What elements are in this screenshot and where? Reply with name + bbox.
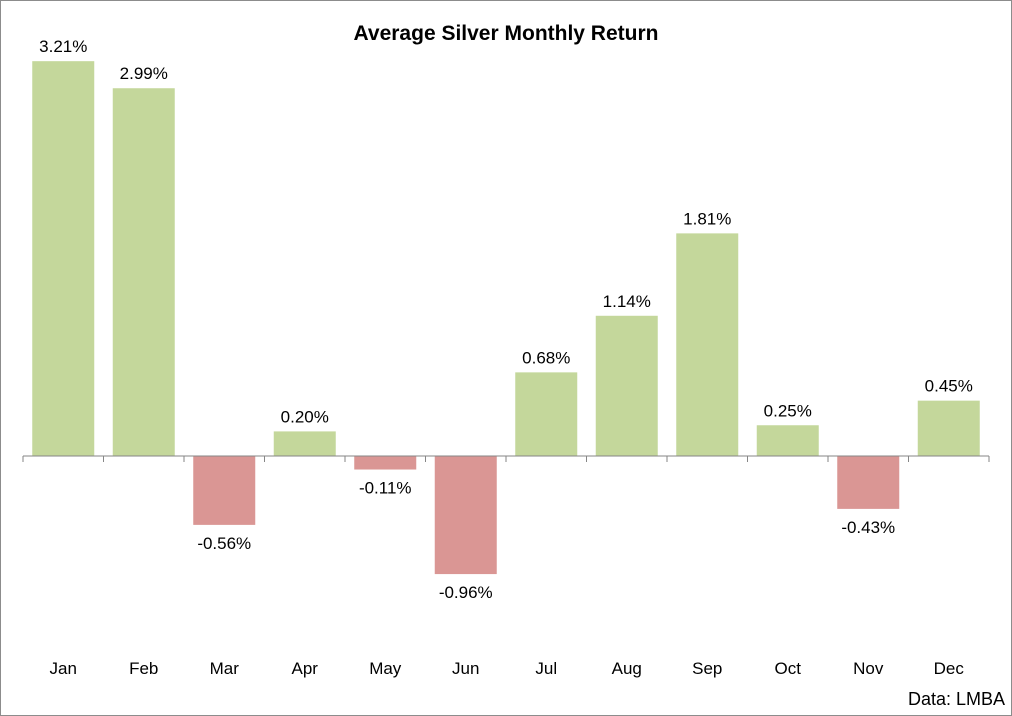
category-label-mar: Mar — [210, 659, 240, 678]
data-label-dec: 0.45% — [925, 377, 973, 396]
bar-feb — [112, 88, 175, 456]
category-label-feb: Feb — [129, 659, 158, 678]
bar-nov — [837, 456, 900, 509]
data-label-jul: 0.68% — [522, 348, 570, 367]
bar-apr — [273, 431, 336, 456]
labels-layer: 3.21% 2.99% -0.56% 0.20% -0.11% -0.96% 0.68% 1.… — [39, 37, 973, 602]
category-label-apr: Apr — [292, 659, 319, 678]
categories-layer: Jan Feb Mar Apr May Jun Jul Aug Sep Oct Nov Dec — [50, 659, 965, 678]
bar-oct — [756, 425, 819, 456]
bar-may — [354, 456, 417, 470]
category-label-sep: Sep — [692, 659, 722, 678]
bar-jun — [434, 456, 497, 575]
data-label-jun: -0.96% — [439, 583, 493, 602]
category-label-aug: Aug — [612, 659, 642, 678]
category-label-may: May — [369, 659, 402, 678]
data-label-mar: -0.56% — [197, 534, 251, 553]
data-label-apr: 0.20% — [281, 407, 329, 426]
category-label-jul: Jul — [535, 659, 557, 678]
category-label-nov: Nov — [853, 659, 884, 678]
bar-sep — [676, 233, 739, 456]
bar-jan — [32, 61, 95, 457]
data-label-oct: 0.25% — [764, 401, 812, 420]
data-label-aug: 1.14% — [603, 292, 651, 311]
chart-title: Average Silver Monthly Return — [354, 22, 659, 45]
data-label-nov: -0.43% — [841, 518, 895, 537]
category-label-jan: Jan — [50, 659, 77, 678]
category-label-jun: Jun — [452, 659, 479, 678]
data-label-may: -0.11% — [359, 479, 412, 498]
data-label-sep: 1.81% — [683, 209, 731, 228]
bars-layer — [32, 61, 980, 575]
category-label-oct: Oct — [775, 659, 802, 678]
bar-jul — [515, 372, 578, 456]
category-label-dec: Dec — [934, 659, 965, 678]
bar-dec — [917, 400, 980, 456]
bar-mar — [193, 456, 256, 525]
data-label-feb: 2.99% — [120, 64, 168, 83]
source-note: Data: LMBA — [908, 689, 1005, 709]
bar-aug — [595, 315, 658, 456]
data-label-jan: 3.21% — [39, 37, 87, 56]
ticks-layer — [22, 456, 990, 462]
